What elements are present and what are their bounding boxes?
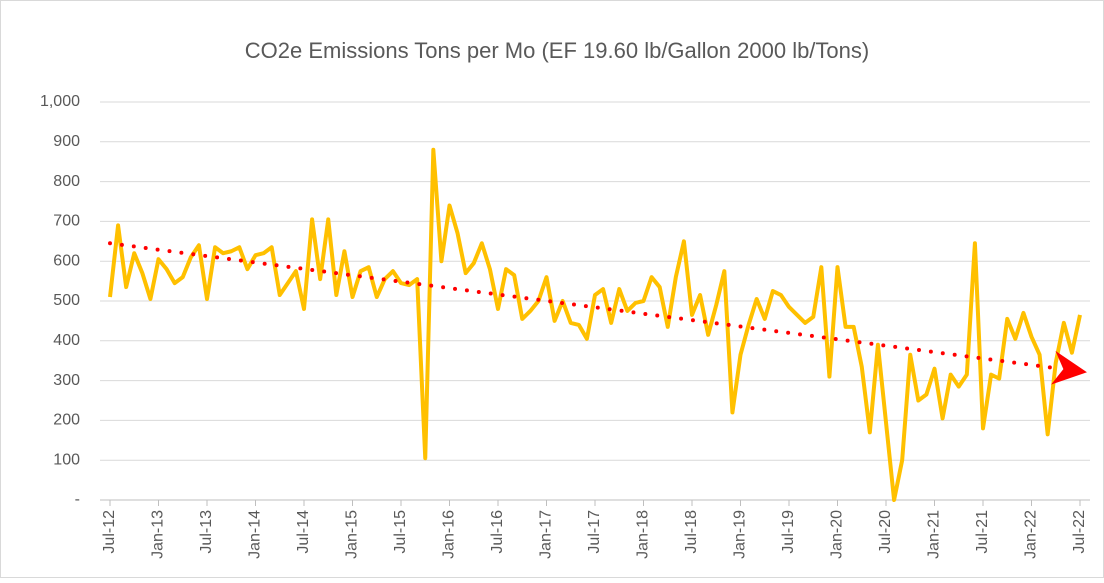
x-tick-label: Jan-20	[829, 510, 846, 559]
x-tick-label: Jan-14	[247, 510, 264, 559]
y-tick-label: -	[75, 491, 80, 508]
y-tick-label: 400	[53, 332, 80, 349]
x-tick-label: Jul-15	[392, 510, 409, 554]
x-tick-label: Jan-13	[150, 510, 167, 559]
x-tick-label: Jul-19	[780, 510, 797, 554]
y-tick-label: 900	[53, 133, 80, 150]
x-tick-label: Jul-12	[101, 510, 118, 554]
x-tick-label: Jul-22	[1071, 510, 1088, 554]
x-tick-label: Jan-15	[344, 510, 361, 559]
y-tick-label: 100	[53, 451, 80, 468]
x-tick-label: Jul-16	[489, 510, 506, 554]
chart-title: CO2e Emissions Tons per Mo (EF 19.60 lb/…	[245, 38, 869, 63]
y-tick-label: 600	[53, 252, 80, 269]
x-tick-label: Jan-16	[441, 510, 458, 559]
y-tick-label: 300	[53, 372, 80, 389]
x-tick-label: Jan-22	[1023, 510, 1040, 559]
y-tick-label: 500	[53, 292, 80, 309]
data-line	[108, 147, 1082, 502]
y-tick-label: 800	[53, 173, 80, 190]
trend-line	[108, 241, 1087, 385]
x-tick-label: Jul-21	[974, 510, 991, 554]
y-tick-label: 200	[53, 412, 80, 429]
x-tick-label: Jul-17	[586, 510, 603, 554]
x-tick-label: Jul-20	[877, 510, 894, 554]
x-tick-label: Jan-21	[926, 510, 943, 559]
x-tick-label: Jan-18	[635, 510, 652, 559]
x-tick-label: Jan-19	[732, 510, 749, 559]
x-tick-label: Jul-18	[683, 510, 700, 554]
x-tick-label: Jul-14	[295, 510, 312, 554]
x-tick-label: Jan-17	[538, 510, 555, 559]
y-tick-label: 1,000	[40, 93, 80, 110]
y-tick-label: 700	[53, 213, 80, 230]
x-tick-label: Jul-13	[198, 510, 215, 554]
